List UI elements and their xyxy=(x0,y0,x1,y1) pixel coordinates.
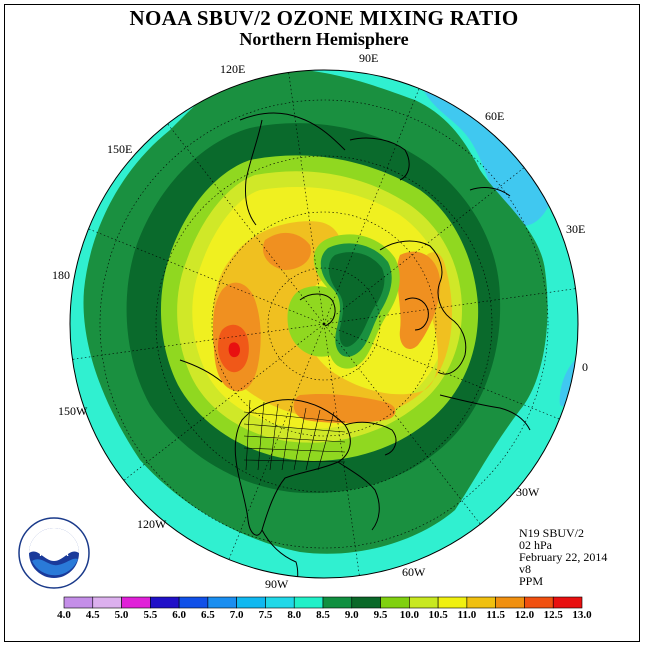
state-border xyxy=(243,459,346,463)
colorbar-tick-label: 4.0 xyxy=(57,609,71,621)
colorbar-swatch xyxy=(265,596,295,609)
lon-label-150w: 150W xyxy=(58,404,88,418)
colorbar-swatch xyxy=(466,596,496,609)
colorbar-tick-label: 8.5 xyxy=(316,609,330,621)
coastline-path xyxy=(337,461,380,531)
colorbar-tick-label: 6.5 xyxy=(201,609,215,621)
colorbar-swatch xyxy=(409,596,439,609)
lon-label-90w: 90W xyxy=(265,577,289,591)
coastline-path xyxy=(179,359,223,383)
latitude-circle xyxy=(267,267,381,381)
colorbar-swatch xyxy=(351,596,381,609)
band-orange-east xyxy=(397,251,441,350)
colorbar-tick-label: 12.0 xyxy=(514,609,535,621)
plot-metadata: N19 SBUV/2 02 hPa February 22, 2014 v8 P… xyxy=(519,527,607,587)
colorbar-tick-label: 9.5 xyxy=(373,609,388,621)
lon-label-30e: 30E xyxy=(566,222,586,236)
colorbar-swatch xyxy=(380,596,410,609)
colorbar-tick-label: 5.5 xyxy=(143,609,158,621)
lon-label-120e: 120E xyxy=(220,62,246,76)
coastline-path xyxy=(239,112,346,151)
latitude-circle xyxy=(211,211,437,437)
colorbar-swatch xyxy=(552,596,583,609)
coastline-path xyxy=(439,394,531,431)
colorbar-tick-label: 5.0 xyxy=(114,609,129,621)
coastline-path xyxy=(261,529,299,578)
page-subtitle: Northern Hemisphere xyxy=(239,29,409,49)
colorbar-swatch xyxy=(524,596,554,609)
colorbar xyxy=(63,596,583,609)
band-red xyxy=(228,342,240,358)
band-orange-south xyxy=(293,393,396,423)
lon-label-30w: 30W xyxy=(516,485,540,499)
band-orange-yellow xyxy=(213,221,452,420)
state-border xyxy=(293,407,307,471)
colorbar-tick-label: 12.5 xyxy=(543,609,563,621)
latitude-circle xyxy=(99,99,549,549)
meta-satellite: N19 SBUV/2 xyxy=(519,526,585,540)
state-border xyxy=(243,423,346,433)
lon-label-120w: 120W xyxy=(137,517,167,531)
band-orange-north xyxy=(262,232,311,270)
colorbar-tick-label: 11.0 xyxy=(457,609,477,621)
colorbar-tick-label: 10.0 xyxy=(399,609,419,621)
colorbar-tick-label: 9.0 xyxy=(344,609,359,621)
colorbar-swatch xyxy=(437,596,468,609)
colorbar-tick-label: 13.0 xyxy=(572,609,592,621)
colorbar-swatch xyxy=(236,596,266,609)
state-border xyxy=(257,401,265,471)
colorbar-swatch xyxy=(495,596,525,609)
coastline-path xyxy=(299,293,336,327)
colorbar-tick-label: 4.5 xyxy=(85,609,100,621)
graticule xyxy=(72,72,576,576)
coastline-path xyxy=(469,187,511,197)
colorbar-swatch xyxy=(207,596,237,609)
state-border xyxy=(245,399,251,471)
lon-label-60w: 60W xyxy=(402,565,426,579)
meta-level: 02 hPa xyxy=(519,538,552,552)
meta-version: v8 xyxy=(519,562,531,576)
band-light-blue-ne xyxy=(420,82,560,226)
coastline-path xyxy=(245,119,263,226)
colorbar-swatch xyxy=(293,596,324,609)
figure-frame xyxy=(4,4,640,642)
colorbar-tick-label: 7.5 xyxy=(258,609,273,621)
coastline-path xyxy=(404,297,429,331)
state-border xyxy=(243,435,346,443)
state-border xyxy=(243,447,346,453)
coastlines xyxy=(179,112,531,578)
lon-label-0: 0 xyxy=(582,360,588,374)
noaa-logo-icon: NOAA xyxy=(18,517,90,589)
svg-text:NOAA: NOAA xyxy=(39,548,68,559)
coastline-path xyxy=(379,240,467,375)
band-vortex-dark-green xyxy=(328,252,385,347)
lon-label-180: 180 xyxy=(52,268,70,282)
colorbar-swatch xyxy=(150,596,180,609)
lon-label-60e: 60E xyxy=(485,109,505,123)
colorbar-swatch xyxy=(92,596,122,609)
map-boundary xyxy=(69,69,579,579)
colorbar-tick-label: 7.0 xyxy=(229,609,244,621)
colorbar-swatch xyxy=(121,596,151,609)
colorbar-tick-label: 11.5 xyxy=(486,609,505,621)
state-border xyxy=(243,411,346,423)
colorbar-tick-label: 8.0 xyxy=(287,609,302,621)
coastline-path xyxy=(344,421,397,456)
latitude-circle xyxy=(155,155,493,493)
colorbar-swatch xyxy=(322,596,353,609)
coastline-path xyxy=(349,137,410,181)
colorbar-tick-label: 6.0 xyxy=(172,609,186,621)
page-title: NOAA SBUV/2 OZONE MIXING RATIO xyxy=(129,6,519,30)
coastline-path xyxy=(234,399,351,536)
lon-label-150e: 150E xyxy=(107,142,133,156)
colorbar-swatch xyxy=(178,596,209,609)
lon-label-90e: 90E xyxy=(359,51,379,65)
meta-units: PPM xyxy=(519,574,544,588)
colorbar-swatch xyxy=(63,596,94,609)
meta-date: February 22, 2014 xyxy=(519,550,608,564)
colorbar-tick-label: 10.5 xyxy=(428,609,448,621)
